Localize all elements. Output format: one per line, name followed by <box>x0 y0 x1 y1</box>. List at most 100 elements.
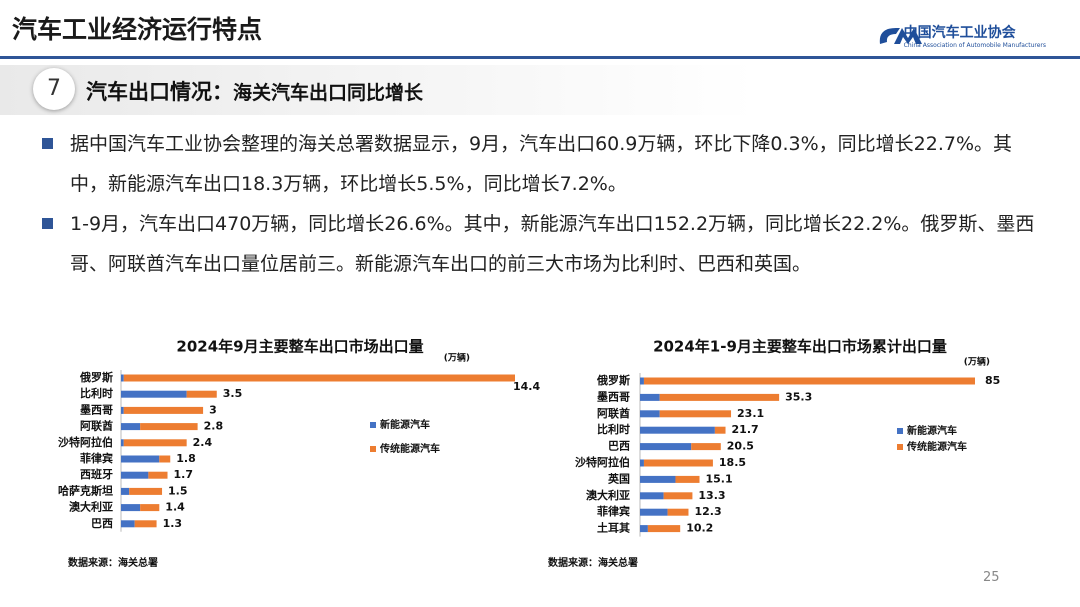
total-label: 15.1 <box>706 472 733 485</box>
bar-segment <box>659 393 780 401</box>
bar-segment <box>643 377 975 385</box>
section-title-main: 汽车出口情况： <box>86 80 233 104</box>
bar-segment <box>675 475 700 483</box>
category-label: 巴西 <box>91 517 113 530</box>
total-label: 1.3 <box>163 517 183 530</box>
logo-english: China Association of Automobile Manufact… <box>903 42 1046 49</box>
category-label: 巴西 <box>608 440 630 453</box>
category-label: 哈萨克斯坦 <box>58 483 113 497</box>
bar-segment <box>121 406 124 414</box>
logo: 中国汽车工业协会 China Association of Automobile… <box>904 22 1046 49</box>
bar-segment <box>667 508 689 516</box>
bar-segment <box>134 520 157 528</box>
bar-segment <box>121 390 187 398</box>
header-rule <box>0 56 1080 59</box>
category-label: 比利时 <box>597 422 630 436</box>
section-subtitle: 海关汽车出口同比增长 <box>233 82 424 104</box>
total-label: 13.3 <box>698 489 725 502</box>
unit-label: (万辆) <box>964 356 990 368</box>
category-label: 俄罗斯 <box>79 370 113 384</box>
total-label: 18.5 <box>719 456 746 469</box>
total-label: 20.5 <box>727 440 754 453</box>
bar-segment <box>640 426 715 434</box>
bar-segment <box>640 508 668 516</box>
category-label: 沙特阿拉伯 <box>575 455 630 469</box>
total-label: 2.8 <box>204 420 224 433</box>
bullet: 据中国汽车工业协会整理的海关总署数据显示，9月，汽车出口60.9万辆，环比下降0… <box>40 124 1035 204</box>
unit-label: (万辆) <box>444 352 470 364</box>
total-label: 35.3 <box>785 390 812 403</box>
bar-segment <box>640 492 664 500</box>
bar-segment <box>121 439 124 447</box>
total-label: 12.3 <box>694 505 721 518</box>
bar-segment <box>691 443 721 451</box>
total-label: 3 <box>209 403 217 416</box>
bar-segment <box>659 410 732 418</box>
bar-segment <box>140 423 198 431</box>
section-band <box>0 65 1080 115</box>
legend-label: 传统能源汽车 <box>906 440 967 453</box>
chart-title: 2024年1-9月主要整车出口市场累计出口量 <box>653 338 947 356</box>
logo-name: 中国汽车工业协会 <box>903 25 1016 41</box>
bar-segment <box>140 504 160 512</box>
bar-segment <box>121 471 149 479</box>
bar-segment <box>123 439 187 447</box>
bar-segment <box>640 443 692 451</box>
category-label: 墨西哥 <box>80 403 113 416</box>
section-title: 汽车出口情况：海关汽车出口同比增长 <box>86 76 423 106</box>
legend-swatch <box>897 444 903 450</box>
total-label: 1.4 <box>165 501 185 514</box>
bar-segment <box>640 459 644 467</box>
bar-segment <box>121 455 160 463</box>
logo-mark <box>879 28 922 44</box>
total-label: 1.8 <box>176 452 196 465</box>
category-label: 土耳其 <box>597 521 630 535</box>
chart-title: 2024年9月主要整车出口市场出口量 <box>176 338 423 356</box>
category-label: 沙特阿拉伯 <box>58 435 113 449</box>
total-label: 10.2 <box>686 522 713 535</box>
bar-segment <box>121 520 135 528</box>
bar-segment <box>121 374 124 382</box>
total-label: 14.4 <box>513 380 540 393</box>
source-note: 数据来源：海关总署 <box>68 556 158 569</box>
total-label: 1.7 <box>174 468 194 481</box>
bar-segment <box>647 525 681 533</box>
category-label: 英国 <box>607 471 630 485</box>
category-label: 澳大利亚 <box>586 488 630 502</box>
category-label: 比利时 <box>80 386 113 400</box>
legend-label: 新能源汽车 <box>907 424 957 437</box>
bar-segment <box>121 487 130 495</box>
bar-segment <box>123 406 204 414</box>
bar-segment <box>640 525 648 533</box>
section-number: 7 <box>33 68 75 110</box>
category-label: 菲律宾 <box>597 504 630 518</box>
total-label: 2.4 <box>193 436 213 449</box>
legend-label: 新能源汽车 <box>380 418 430 431</box>
category-label: 墨西哥 <box>597 390 630 403</box>
category-label: 阿联酋 <box>80 419 113 433</box>
legend-swatch <box>370 446 376 452</box>
page-title: 汽车工业经济运行特点 <box>12 15 263 44</box>
category-label: 澳大利亚 <box>69 500 113 514</box>
total-label: 23.1 <box>737 407 764 420</box>
total-label: 85 <box>985 374 1000 387</box>
category-label: 西班牙 <box>80 467 113 481</box>
bar-segment <box>159 455 171 463</box>
total-label: 21.7 <box>732 423 759 436</box>
bar-segment <box>640 475 676 483</box>
bar-segment <box>640 393 660 401</box>
bar-segment <box>640 410 660 418</box>
bar-segment <box>129 487 163 495</box>
category-label: 菲律宾 <box>80 451 113 465</box>
bar-segment <box>121 504 141 512</box>
bar-segment <box>121 423 141 431</box>
source-note: 数据来源：海关总署 <box>548 556 638 569</box>
legend-swatch <box>897 428 903 434</box>
legend-label: 传统能源汽车 <box>379 442 440 455</box>
bar-segment <box>663 492 693 500</box>
total-label: 1.5 <box>168 484 188 497</box>
category-label: 阿联酋 <box>597 406 630 420</box>
bullet: 1-9月，汽车出口470万辆，同比增长26.6%。其中，新能源汽车出口152.2… <box>40 204 1035 284</box>
